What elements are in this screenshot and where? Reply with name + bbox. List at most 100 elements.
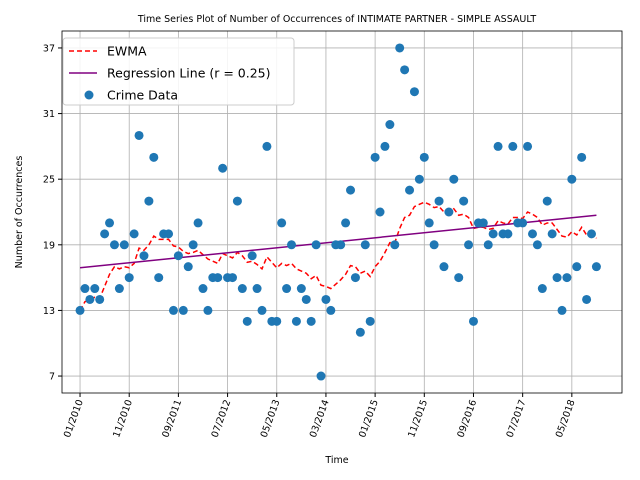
data-point: [527, 229, 537, 239]
legend-marker: [84, 90, 94, 100]
y-tick-label: 13: [43, 306, 55, 317]
y-axis-label: Number of Occurrences: [14, 156, 25, 269]
data-point: [149, 152, 159, 162]
data-point: [488, 229, 498, 239]
y-tick-label: 31: [43, 109, 55, 120]
data-point: [311, 240, 321, 250]
data-point: [198, 284, 208, 294]
data-point: [341, 218, 351, 228]
data-point: [454, 273, 464, 283]
data-point: [183, 262, 193, 272]
data-point: [100, 229, 110, 239]
data-point: [232, 196, 242, 206]
data-point: [493, 141, 503, 151]
data-point: [532, 240, 542, 250]
data-point: [547, 229, 557, 239]
data-point: [346, 185, 356, 195]
data-point: [468, 316, 478, 326]
data-point: [213, 273, 223, 283]
data-point: [124, 273, 134, 283]
legend-label: Regression Line (r = 0.25): [107, 66, 271, 81]
data-point: [424, 218, 434, 228]
data-point: [429, 240, 439, 250]
data-point: [552, 273, 562, 283]
data-point: [129, 229, 139, 239]
data-point: [301, 294, 311, 304]
data-point: [85, 294, 95, 304]
y-tick-label: 19: [43, 240, 55, 251]
data-point: [139, 251, 149, 261]
data-point: [400, 65, 410, 75]
data-point: [336, 240, 346, 250]
data-point: [360, 240, 370, 250]
data-point: [365, 316, 375, 326]
data-point: [577, 152, 587, 162]
data-point: [355, 327, 365, 337]
data-point: [247, 251, 257, 261]
data-point: [419, 152, 429, 162]
data-point: [567, 174, 577, 184]
data-point: [173, 251, 183, 261]
data-point: [282, 284, 292, 294]
data-point: [562, 273, 572, 283]
data-point: [242, 316, 252, 326]
data-point: [134, 130, 144, 140]
data-point: [109, 240, 119, 250]
data-point: [557, 305, 567, 315]
data-point: [582, 294, 592, 304]
legend-label: EWMA: [107, 44, 147, 59]
data-point: [75, 305, 85, 315]
data-point: [80, 284, 90, 294]
data-point: [252, 284, 262, 294]
data-point: [439, 262, 449, 272]
data-point: [257, 305, 267, 315]
data-point: [591, 262, 601, 272]
data-point: [508, 141, 518, 151]
data-point: [503, 229, 513, 239]
data-point: [168, 305, 178, 315]
data-point: [483, 240, 493, 250]
data-point: [154, 273, 164, 283]
data-point: [296, 284, 306, 294]
data-point: [380, 141, 390, 151]
data-point: [449, 174, 459, 184]
data-point: [262, 141, 272, 151]
data-point: [542, 196, 552, 206]
data-point: [203, 305, 213, 315]
data-point: [370, 152, 380, 162]
data-point: [464, 240, 474, 250]
data-point: [287, 240, 297, 250]
data-point: [587, 229, 597, 239]
series-line: [79, 201, 597, 311]
data-point: [227, 273, 237, 283]
data-point: [409, 87, 419, 97]
data-point: [459, 196, 469, 206]
data-point: [518, 218, 528, 228]
data-point: [395, 43, 405, 53]
data-point: [95, 294, 105, 304]
data-point: [306, 316, 316, 326]
data-point: [321, 294, 331, 304]
data-point: [164, 229, 174, 239]
data-point: [326, 305, 336, 315]
data-point: [572, 262, 582, 272]
legend-box: [62, 37, 295, 106]
data-point: [405, 185, 415, 195]
data-point: [119, 240, 129, 250]
y-tick-label: 37: [43, 43, 55, 54]
y-tick-label: 25: [43, 175, 55, 186]
data-point: [444, 207, 454, 217]
data-point: [188, 240, 198, 250]
x-axis-label: Time: [324, 455, 348, 466]
data-point: [523, 141, 533, 151]
data-point: [434, 196, 444, 206]
chart-title: Time Series Plot of Number of Occurrence…: [137, 14, 536, 25]
data-point: [385, 120, 395, 130]
data-point: [375, 207, 385, 217]
data-point: [105, 218, 115, 228]
legend-label: Crime Data: [107, 88, 178, 103]
legend: EWMA Regression Line (r = 0.25) Crime Data: [62, 37, 295, 106]
data-point: [237, 284, 247, 294]
data-point: [414, 174, 424, 184]
